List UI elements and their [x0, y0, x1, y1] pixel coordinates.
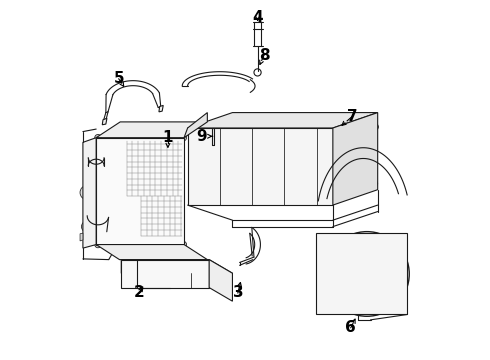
Circle shape — [95, 241, 101, 248]
Polygon shape — [188, 128, 333, 205]
Polygon shape — [122, 260, 232, 273]
Circle shape — [180, 134, 187, 141]
Polygon shape — [122, 260, 209, 288]
Circle shape — [95, 134, 101, 141]
Polygon shape — [333, 113, 378, 205]
Text: 8: 8 — [259, 48, 270, 63]
Circle shape — [180, 276, 188, 283]
Text: 9: 9 — [196, 129, 207, 144]
Circle shape — [80, 185, 95, 200]
Polygon shape — [96, 244, 207, 260]
Polygon shape — [96, 122, 207, 138]
Circle shape — [362, 269, 372, 279]
Circle shape — [371, 123, 378, 131]
Polygon shape — [184, 113, 207, 138]
Polygon shape — [83, 138, 96, 248]
Circle shape — [180, 241, 187, 248]
Text: 5: 5 — [114, 71, 124, 86]
Circle shape — [81, 221, 93, 232]
Polygon shape — [316, 233, 408, 315]
Text: 6: 6 — [345, 320, 356, 335]
Polygon shape — [80, 233, 83, 241]
Polygon shape — [209, 260, 232, 301]
Text: 7: 7 — [347, 109, 358, 124]
Text: 2: 2 — [134, 285, 145, 301]
Circle shape — [372, 181, 378, 186]
Polygon shape — [159, 105, 163, 112]
Circle shape — [206, 129, 211, 133]
Text: 4: 4 — [252, 10, 263, 25]
Polygon shape — [96, 138, 184, 244]
Circle shape — [204, 127, 212, 135]
Polygon shape — [102, 118, 107, 125]
Text: 1: 1 — [163, 130, 173, 145]
Text: 3: 3 — [233, 285, 243, 301]
Polygon shape — [188, 113, 378, 128]
